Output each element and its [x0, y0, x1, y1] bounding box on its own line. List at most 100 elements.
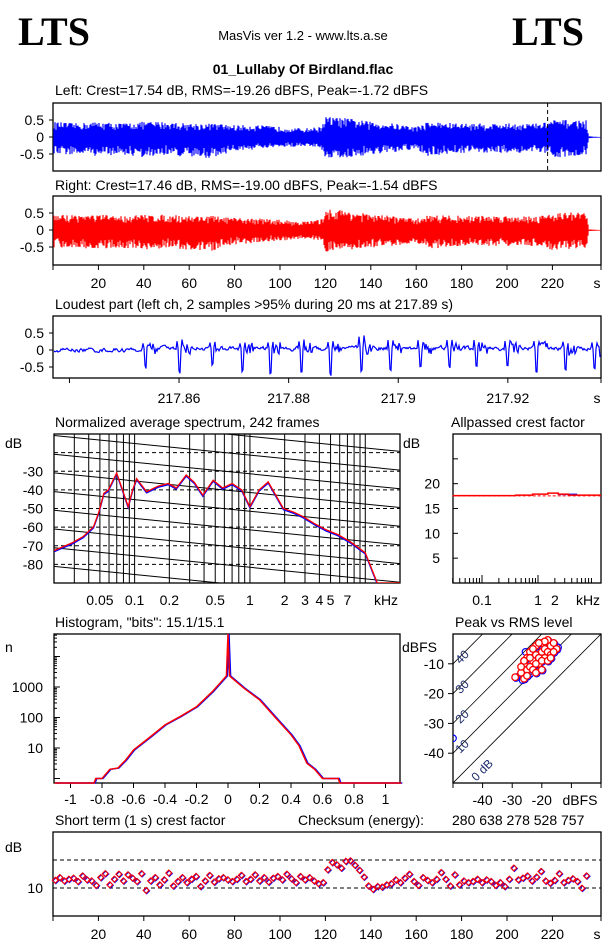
short-term-crest-right-point — [69, 874, 78, 882]
short-term-crest-right-point — [478, 878, 486, 887]
short-term-crest-right-point — [192, 872, 200, 881]
short-term-crest-right-point — [219, 873, 227, 882]
spectrum-xtick-label: 0.5 — [205, 592, 225, 608]
short-term-crest-right-point — [283, 870, 291, 878]
short-term-crest-right-point — [396, 878, 405, 887]
short-term-crest-right-point — [355, 866, 364, 874]
short-term-crest-right-point — [405, 870, 414, 878]
spectrum-xtick-label: 0.1 — [125, 592, 145, 608]
spectrum-title: Normalized average spectrum, 242 frames — [55, 414, 320, 430]
spectrum-xtick-label: 1 — [246, 592, 254, 608]
waveform-time-axis-xtick-label: 80 — [227, 275, 243, 291]
short-term-crest-right-point — [519, 874, 527, 882]
peak-vs-rms-right-point — [511, 673, 520, 682]
waveform-time-axis-xtick-label: 100 — [268, 275, 292, 291]
peak-vs-rms-right-point — [534, 638, 543, 647]
loudest-part-trace — [53, 335, 601, 376]
allpassed-right-line — [452, 492, 601, 497]
short-term-crest-right-point — [174, 877, 182, 886]
short-term-crest-right-point — [541, 877, 550, 885]
left-waveform-trace — [53, 117, 601, 158]
histogram-ytick-label: 10 — [27, 740, 43, 756]
peak-vs-rms-title: Peak vs RMS level — [455, 614, 572, 630]
short-term-crest-right-point — [92, 881, 100, 890]
histogram-xtick-label: 1 — [382, 791, 390, 807]
histogram-xtick-label: -0.6 — [121, 791, 145, 807]
loudest-part-ytick-label: 0 — [36, 342, 44, 358]
peak-vs-rms-right-point — [546, 653, 555, 662]
peak-vs-rms-right-point — [526, 653, 534, 662]
short-term-crest-right-point — [569, 874, 577, 883]
peak-vs-rms-right-point — [549, 647, 558, 656]
peak-vs-rms-ylabel: dBFS — [402, 639, 437, 655]
loudest-part-ytick-label: -0.5 — [20, 359, 44, 375]
spectrum-xtick-label: 3 — [301, 592, 309, 608]
short-term-crest-right-point — [369, 885, 377, 894]
checksum-value: 280 638 278 528 757 — [452, 812, 585, 828]
right-waveform-ytick-label: -0.5 — [20, 239, 44, 255]
short-term-crest-right-point — [496, 878, 504, 887]
waveform-time-axis-xtick-label: 120 — [314, 275, 338, 291]
short-term-crest-right-point — [260, 873, 268, 882]
short-term-crest-right-point — [555, 869, 563, 878]
short-term-crest-right-point — [310, 877, 318, 885]
short-term-crest-right-point — [165, 869, 173, 877]
allpassed-xtick-label: 2 — [551, 592, 559, 608]
short-term-crest-right-point — [155, 881, 164, 889]
histogram-ytick-label: 100 — [20, 710, 44, 726]
histogram-xtick-label: -0.8 — [90, 791, 114, 807]
short-term-crest-right-point — [87, 877, 96, 885]
short-term-crest-right-point — [228, 877, 237, 886]
waveform-time-axis-xtick-label: 220 — [541, 275, 565, 291]
short-term-crest-right-point — [287, 874, 296, 883]
histogram-xtick-label: 0.2 — [250, 791, 270, 807]
spectrum-xtick-label: 7 — [344, 592, 352, 608]
spectrum-xunit: kHz — [374, 592, 398, 608]
short-term-crest-right-point — [178, 873, 187, 882]
peak-vs-rms-right-point — [523, 671, 531, 680]
short-term-crest-right-point — [146, 877, 155, 885]
peak-vs-rms-right-point — [528, 644, 537, 653]
app-title: MasVis ver 1.2 - www.lts.a.se — [218, 28, 388, 43]
peak-vs-rms-right-point — [531, 659, 540, 668]
short-term-crest-right-point — [301, 875, 309, 884]
spectrum-slope-line — [54, 472, 400, 508]
short-term-crest-right-point — [106, 881, 114, 889]
right-waveform-ytick-label: 0 — [36, 222, 44, 238]
short-term-crest-time-axis-xtick-label: 120 — [314, 926, 338, 942]
short-term-crest-right-point — [528, 877, 536, 885]
short-term-crest-time-axis-xtick-label: 100 — [268, 926, 292, 942]
lts-logo-right: LTS — [512, 9, 584, 54]
short-term-crest-right-point — [441, 875, 450, 883]
allpassed-ytick-label: 10 — [424, 525, 440, 541]
spectrum-xtick-label: 2 — [281, 592, 289, 608]
lts-logo-left: LTS — [18, 9, 90, 54]
short-term-crest-right-point — [119, 877, 128, 885]
short-term-crest-right-point — [242, 877, 250, 886]
short-term-crest-right-point — [183, 878, 191, 887]
short-term-crest-right-point — [251, 870, 259, 879]
short-term-crest-right-point — [333, 860, 341, 869]
short-term-crest-right-point — [414, 881, 423, 890]
loudest-part-frame — [52, 315, 602, 379]
short-term-crest-right-point — [432, 875, 441, 883]
short-term-crest-right-point — [387, 879, 395, 888]
short-term-crest-right-point — [115, 870, 123, 878]
short-term-crest-right-point — [351, 861, 359, 869]
plot-layer: 0.50-0.50.50-0.520 40 60 80 100 120 140 160 180 2… — [12, 102, 602, 942]
peak-vs-rms-right-point — [537, 665, 546, 674]
peak-vs-rms-ytick-label: -30 — [424, 715, 444, 731]
waveform-time-axis-xtick-label: 160 — [405, 275, 429, 291]
spectrum-slope-line — [54, 435, 400, 471]
short-term-crest-right-point — [305, 873, 314, 882]
short-term-crest-right-point — [292, 878, 300, 887]
spectrum-left-trace — [54, 472, 378, 583]
short-term-crest-right-point — [473, 875, 482, 883]
left-waveform-title: Left: Crest=17.54 dB, RMS=-19.26 dBFS, P… — [55, 82, 428, 98]
short-term-crest-right-point — [423, 876, 432, 885]
loudest-part-xtick-label: 217.9 — [381, 390, 416, 406]
allpassed-frame — [452, 433, 602, 584]
short-term-crest-right-point — [169, 882, 178, 890]
short-term-crest-right-point — [151, 873, 159, 882]
peak-vs-rms-crest-line — [453, 634, 601, 783]
